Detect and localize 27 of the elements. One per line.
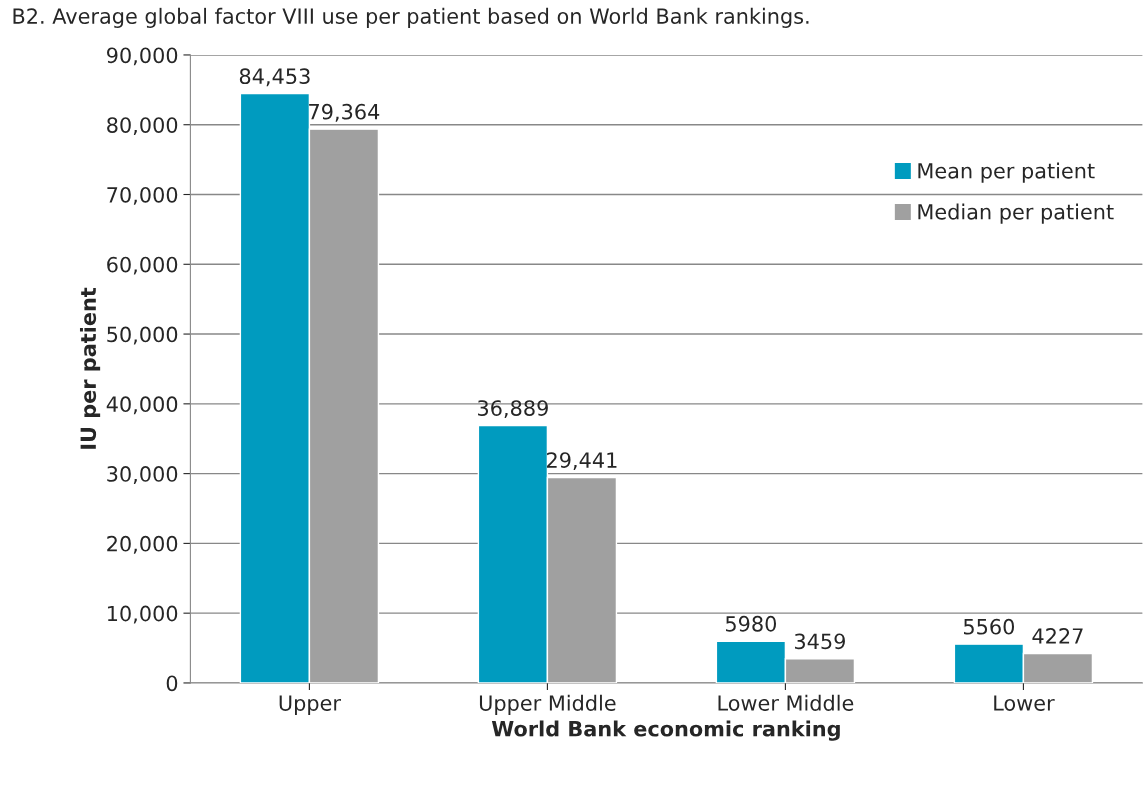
data-label: 84,453: [239, 68, 310, 87]
y-tick-label: 50,000: [107, 326, 178, 345]
x-axis-title: World Bank economic ranking: [491, 720, 840, 741]
data-label: 3459: [795, 633, 845, 650]
y-tick-label: 40,000: [106, 396, 178, 415]
data-label: 5560: [964, 618, 1015, 635]
legend-label: Mean per patient: [918, 162, 1095, 183]
y-axis-title: IU per patient: [79, 287, 101, 449]
data-label: 79,364: [309, 103, 380, 122]
y-tick-label: 30,000: [107, 466, 178, 484]
legend-label: Median per patient: [918, 203, 1114, 224]
x-tick-label: Upper: [279, 695, 341, 715]
data-label: 36,889: [478, 400, 548, 419]
x-tick-label: Lower Middle: [718, 694, 854, 711]
data-label: 4227: [1032, 628, 1083, 644]
chart-title: B2. Average global factor VIII use per patient based on World Bank rankings.: [13, 7, 809, 29]
y-tick-label: 60,000: [107, 256, 178, 275]
y-tick-label: 80,000: [107, 117, 178, 136]
data-label: 29,441: [546, 452, 617, 471]
y-tick-label: 90,000: [107, 47, 178, 66]
y-tick-label: 70,000: [107, 186, 178, 205]
y-tick-label: 0: [166, 675, 178, 692]
x-tick-label: Upper Middle: [479, 694, 616, 715]
y-tick-label: 10,000: [107, 605, 178, 624]
y-tick-label: 20,000: [107, 535, 178, 554]
data-label: 5980: [726, 615, 777, 632]
x-tick-label: Lower: [994, 695, 1055, 711]
